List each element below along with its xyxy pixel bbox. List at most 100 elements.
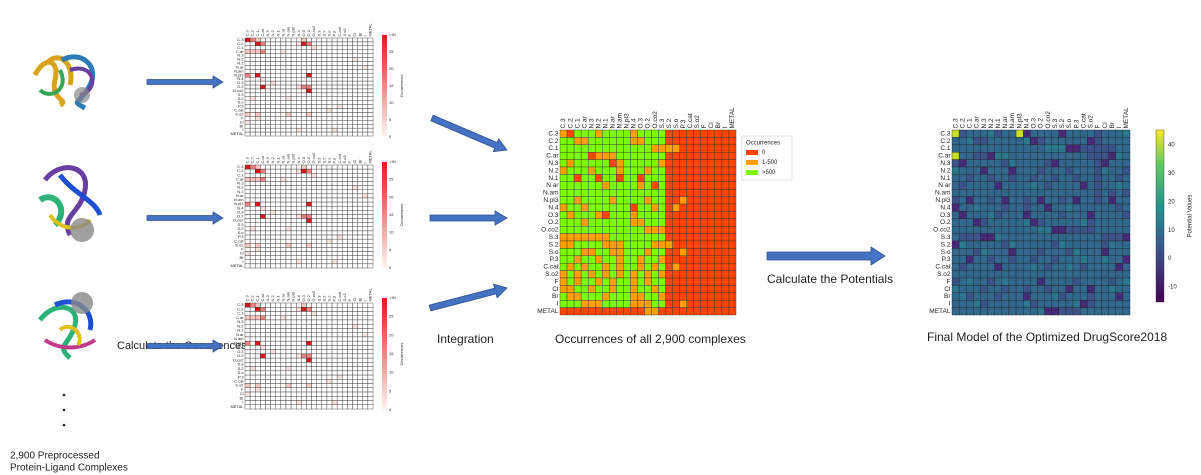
heatmap-cell <box>1002 211 1009 218</box>
heatmap-cell <box>1094 241 1101 248</box>
heatmap-cell <box>347 367 352 371</box>
heatmap-cell <box>281 50 286 54</box>
heatmap-cell <box>368 405 373 409</box>
heatmap-cell <box>271 186 276 190</box>
heatmap-cell <box>347 190 352 194</box>
heatmap-cell <box>286 239 291 243</box>
heatmap-cell <box>281 190 286 194</box>
heatmap-cell <box>1080 271 1087 278</box>
heatmap-cell <box>306 362 311 366</box>
heatmap-cell <box>1016 137 1023 144</box>
heatmap-cell <box>1102 234 1109 241</box>
heatmap-cell <box>358 333 363 337</box>
heatmap-cell <box>281 120 286 124</box>
heatmap-cell <box>988 182 995 189</box>
column-label: C.3 <box>952 118 959 129</box>
heatmap-cell <box>250 345 255 349</box>
heatmap-cell <box>588 130 595 137</box>
heatmap-cell <box>301 65 306 69</box>
heatmap-cell <box>1009 278 1016 285</box>
heatmap-cell <box>644 137 651 144</box>
heatmap-cell <box>708 204 715 211</box>
heatmap-cell <box>966 174 973 181</box>
heatmap-cell <box>1030 226 1037 233</box>
heatmap-cell <box>296 206 301 210</box>
heatmap-cell <box>1023 204 1030 211</box>
protein-3 <box>40 292 95 358</box>
heatmap-cell <box>995 219 1002 226</box>
heatmap-cell <box>271 405 276 409</box>
heatmap-cell <box>368 239 373 243</box>
heatmap-cell <box>959 256 966 263</box>
heatmap-cell <box>616 182 623 189</box>
colorbar-tick-label: 15 <box>389 351 394 356</box>
heatmap-cell <box>265 77 270 81</box>
heatmap-cell <box>271 210 276 214</box>
heatmap-cell <box>358 116 363 120</box>
heatmap-cell <box>322 50 327 54</box>
heatmap-cell <box>332 320 337 324</box>
heatmap-cell <box>327 202 332 206</box>
heatmap-cell <box>301 375 306 379</box>
heatmap-cell <box>296 333 301 337</box>
heatmap-cell <box>574 130 581 137</box>
heatmap-cell <box>296 38 301 42</box>
heatmap-cell <box>644 263 651 270</box>
heatmap-cell <box>966 211 973 218</box>
heatmap-cell <box>595 271 602 278</box>
heatmap-cell <box>271 388 276 392</box>
heatmap-cell <box>1109 308 1116 315</box>
heatmap-cell <box>245 120 250 124</box>
heatmap-cell <box>286 105 291 109</box>
colorbar-tick-label: 10 <box>389 230 394 235</box>
heatmap-cell <box>602 197 609 204</box>
heatmap-cell <box>973 248 980 255</box>
heatmap-cell <box>1059 234 1066 241</box>
heatmap-cell <box>1094 137 1101 144</box>
heatmap-cell <box>255 97 260 101</box>
heatmap-cell <box>245 73 250 77</box>
heatmap-cell <box>250 375 255 379</box>
heatmap-cell <box>347 128 352 132</box>
heatmap-cell <box>306 181 311 185</box>
heatmap-cell <box>286 186 291 190</box>
heatmap-cell <box>581 293 588 300</box>
heatmap-cell <box>595 145 602 152</box>
heatmap-cell <box>616 278 623 285</box>
heatmap-cell <box>988 204 995 211</box>
heatmap-cell <box>301 109 306 113</box>
heatmap-cell <box>260 85 265 89</box>
heatmap-cell <box>312 219 317 223</box>
heatmap-cell <box>250 333 255 337</box>
heatmap-cell <box>973 197 980 204</box>
heatmap-cell <box>1030 182 1037 189</box>
heatmap-cell <box>347 337 352 341</box>
heatmap-cell <box>1009 182 1016 189</box>
heatmap-cell <box>567 219 574 226</box>
row-label: C.cat <box>543 264 558 271</box>
heatmap-cell <box>1066 182 1073 189</box>
heatmap-cell <box>296 190 301 194</box>
heatmap-cell <box>245 235 250 239</box>
heatmap-cell <box>623 174 630 181</box>
heatmap-cell <box>306 243 311 247</box>
row-label: METAL <box>537 308 559 315</box>
heatmap-cell <box>1037 219 1044 226</box>
heatmap-cell <box>1066 137 1073 144</box>
heatmap-cell <box>342 198 347 202</box>
heatmap-cell <box>327 320 332 324</box>
heatmap-cell <box>1094 271 1101 278</box>
heatmap-cell <box>327 311 332 315</box>
heatmap-cell <box>306 235 311 239</box>
heatmap-cell <box>588 137 595 144</box>
heatmap-cell <box>637 137 644 144</box>
heatmap-cell <box>694 271 701 278</box>
heatmap-cell <box>1030 219 1037 226</box>
heatmap-cell <box>265 303 270 307</box>
heatmap-cell <box>296 128 301 132</box>
heatmap-cell <box>1045 256 1052 263</box>
heatmap-cell <box>1116 145 1123 152</box>
heatmap-cell <box>271 112 276 116</box>
heatmap-cell <box>1087 271 1094 278</box>
heatmap-cell <box>301 303 306 307</box>
